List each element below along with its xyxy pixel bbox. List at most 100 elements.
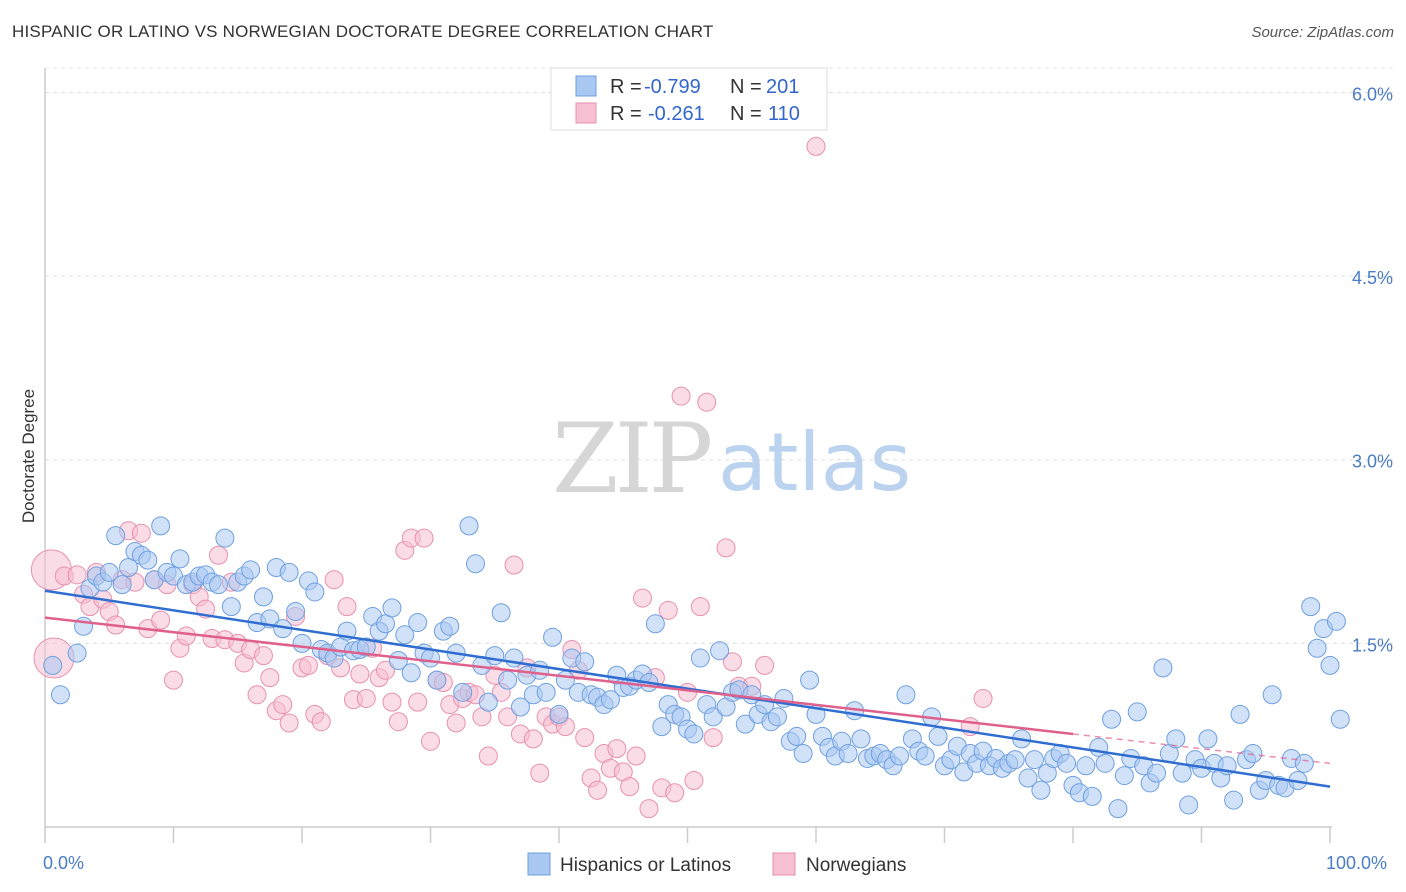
norwegians-point — [356, 688, 376, 708]
hispanics-point — [112, 575, 132, 595]
hispanics-point — [1153, 658, 1173, 678]
hispanics-point — [478, 692, 498, 712]
hispanics-point — [600, 690, 620, 710]
hispanics-point — [67, 643, 87, 663]
hispanics-point — [43, 655, 63, 675]
norwegians-point — [164, 670, 183, 690]
hispanics-point — [690, 648, 710, 668]
norwegians-point — [260, 668, 280, 688]
hispanics-point — [1320, 655, 1340, 675]
norwegians-point — [208, 545, 228, 565]
hispanics-point — [536, 682, 556, 702]
gridlines — [45, 67, 1395, 644]
norwegians-point — [588, 780, 608, 800]
norwegians-point — [350, 664, 370, 684]
norwegians-point — [755, 655, 775, 675]
chart-title: HISPANIC OR LATINO VS NORWEGIAN DOCTORAT… — [12, 22, 714, 41]
norwegians-point — [504, 555, 524, 575]
hispanics-point — [787, 726, 807, 746]
hispanics-point — [401, 663, 421, 683]
norwegians-point — [478, 746, 498, 766]
hispanics-point — [382, 598, 402, 618]
hispanics-point — [465, 554, 485, 574]
hispanics-point — [427, 670, 447, 690]
hispanics-point — [703, 707, 723, 727]
legend-top: R = -0.799 N = 201 R = -0.261 N = 110 — [550, 67, 828, 131]
norwegians-point — [324, 570, 344, 590]
hispanics-point — [800, 670, 820, 690]
y-tick-label-3: 6.0% — [1352, 84, 1393, 104]
hispanics-point — [1018, 768, 1038, 788]
hispanics-point — [1102, 709, 1122, 729]
hispanics-point — [767, 707, 787, 727]
hispanics-point — [1031, 780, 1051, 800]
hispanics-point — [915, 746, 935, 766]
hispanics-point — [1224, 790, 1244, 810]
legend-bottom: Hispanics or Latinos Norwegians — [527, 852, 906, 876]
hispanics-point — [710, 641, 730, 661]
norwegians-point — [176, 626, 196, 646]
legend-n-label-2: N = — [730, 103, 762, 125]
hispanics-point — [645, 614, 665, 634]
y-tick-label-2: 4.5% — [1352, 268, 1393, 288]
norwegians-point — [151, 610, 171, 630]
legend-n-value-1: 201 — [766, 76, 799, 98]
axes — [44, 68, 1332, 828]
hispanics-point — [1307, 638, 1327, 658]
x-tick-label-max: 100.0% — [1326, 853, 1387, 873]
norwegians-point — [697, 392, 717, 412]
chart-source: Source: ZipAtlas.com — [1251, 24, 1394, 41]
norwegians-point — [703, 728, 723, 748]
norwegians-point — [620, 777, 640, 797]
hispanics-point — [1198, 729, 1218, 749]
hispanics-point — [928, 726, 948, 746]
norwegians-point — [607, 739, 627, 759]
hispanics-point — [292, 633, 312, 653]
hispanics-point — [74, 616, 94, 636]
norwegians-point — [633, 588, 653, 608]
hispanics-point — [1005, 750, 1025, 770]
hispanics-point — [1082, 786, 1102, 806]
hispanics-point — [1230, 704, 1250, 724]
y-axis-label: Doctorate Degree — [19, 389, 38, 523]
norwegians-point — [626, 746, 646, 766]
norwegians-point — [684, 770, 704, 790]
hispanics-point — [215, 528, 235, 548]
hispanics-point — [395, 625, 415, 645]
norwegians-point — [131, 523, 151, 543]
hispanics-point — [453, 682, 473, 702]
hispanics-point — [851, 729, 871, 749]
legend-n-value-2: 110 — [768, 103, 800, 125]
hispanics-point — [459, 516, 479, 536]
x-tick-label-min: 0.0% — [43, 853, 84, 873]
hispanics-point — [421, 648, 440, 668]
hispanics-point — [1330, 709, 1350, 729]
hispanics-point — [793, 744, 813, 764]
hispanics-point — [896, 685, 916, 705]
hispanics-point — [440, 616, 460, 636]
norwegians-point — [273, 695, 293, 715]
norwegians-point — [639, 799, 659, 819]
norwegians-point — [806, 136, 826, 156]
hispanics-point — [376, 614, 396, 634]
legend-bottom-swatch-pink — [772, 852, 796, 876]
hispanics-point — [1262, 685, 1282, 705]
hispanics-point — [241, 560, 261, 580]
x-tick-marks — [44, 827, 1331, 843]
hispanics-point — [1127, 702, 1147, 722]
y-tick-label-0: 1.5% — [1352, 635, 1393, 655]
hispanics-point — [1095, 753, 1115, 773]
hispanics-point — [208, 575, 228, 595]
hispanics-point — [543, 627, 563, 647]
legend-r-label-2: R = — [610, 103, 642, 125]
hispanics-point — [356, 637, 376, 657]
norwegians-point — [414, 528, 434, 548]
legend-r-value-2: -0.261 — [648, 103, 705, 125]
watermark-zip: ZIP — [552, 403, 711, 515]
norwegians-point — [298, 655, 318, 675]
norwegians-point — [575, 728, 595, 748]
legend-r-value-1: -0.799 — [644, 76, 701, 98]
legend-r-label-1: R = — [610, 76, 642, 98]
norwegians-point — [408, 692, 428, 712]
